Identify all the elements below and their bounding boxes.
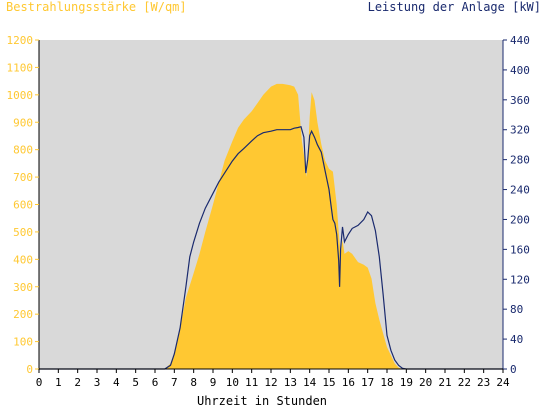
right-tick-label: 320 [510, 124, 530, 137]
x-axis-title: Uhrzeit in Stunden [197, 394, 327, 408]
power-line [39, 125, 503, 370]
x-tick-label: 7 [171, 376, 178, 389]
x-tick-label: 15 [322, 376, 335, 389]
right-tick-label: 280 [510, 154, 530, 167]
right-tick-label: 400 [510, 64, 530, 77]
x-tick-label: 1 [55, 376, 62, 389]
x-tick-label: 20 [419, 376, 432, 389]
x-tick-label: 2 [74, 376, 81, 389]
x-tick-label: 14 [303, 376, 317, 389]
x-tick-label: 16 [342, 376, 355, 389]
left-tick-label: 1000 [7, 89, 34, 102]
left-tick-label: 1200 [7, 34, 34, 47]
x-tick-label: 13 [284, 376, 297, 389]
left-tick-label: 700 [13, 171, 33, 184]
x-tick-label: 12 [264, 376, 277, 389]
axes [35, 39, 507, 373]
x-tick-label: 4 [113, 376, 120, 389]
x-tick-label: 17 [361, 376, 374, 389]
right-tick-label: 360 [510, 94, 530, 107]
x-tick-label: 3 [94, 376, 101, 389]
x-tick-label: 5 [132, 376, 139, 389]
right-tick-label: 160 [510, 243, 530, 256]
x-tick-label: 11 [245, 376, 258, 389]
irradiance-area [39, 83, 503, 370]
right-tick-label: 0 [510, 363, 517, 376]
left-tick-label: 1100 [7, 61, 34, 74]
left-tick-label: 600 [13, 199, 33, 212]
left-axis-title: Bestrahlungsstärke [W/qm] [6, 0, 187, 14]
right-tick-label: 440 [510, 34, 530, 47]
right-tick-label: 40 [510, 333, 523, 346]
left-tick-label: 200 [13, 308, 33, 321]
tick-labels: 0100200300400500600700800900100011001200… [7, 34, 530, 389]
irradiance-layer [39, 83, 503, 370]
left-tick-label: 100 [13, 336, 33, 349]
right-tick-label: 200 [510, 213, 530, 226]
right-axis-title: Leistung der Anlage [kW] [368, 0, 541, 14]
right-tick-label: 120 [510, 273, 530, 286]
x-tick-label: 10 [226, 376, 239, 389]
x-tick-label: 18 [380, 376, 393, 389]
x-tick-label: 21 [438, 376, 451, 389]
x-tick-label: 19 [400, 376, 413, 389]
left-tick-label: 500 [13, 226, 33, 239]
left-tick-label: 400 [13, 253, 33, 266]
x-tick-label: 0 [36, 376, 43, 389]
x-tick-label: 9 [210, 376, 217, 389]
left-tick-label: 900 [13, 116, 33, 129]
left-tick-label: 0 [26, 363, 33, 376]
x-tick-label: 24 [496, 376, 510, 389]
x-tick-label: 23 [477, 376, 490, 389]
right-tick-label: 240 [510, 184, 530, 197]
x-tick-label: 22 [458, 376, 471, 389]
x-tick-label: 8 [190, 376, 197, 389]
power-layer [39, 125, 503, 370]
left-tick-label: 800 [13, 144, 33, 157]
left-tick-label: 300 [13, 281, 33, 294]
x-tick-label: 6 [152, 376, 159, 389]
right-tick-label: 80 [510, 303, 523, 316]
